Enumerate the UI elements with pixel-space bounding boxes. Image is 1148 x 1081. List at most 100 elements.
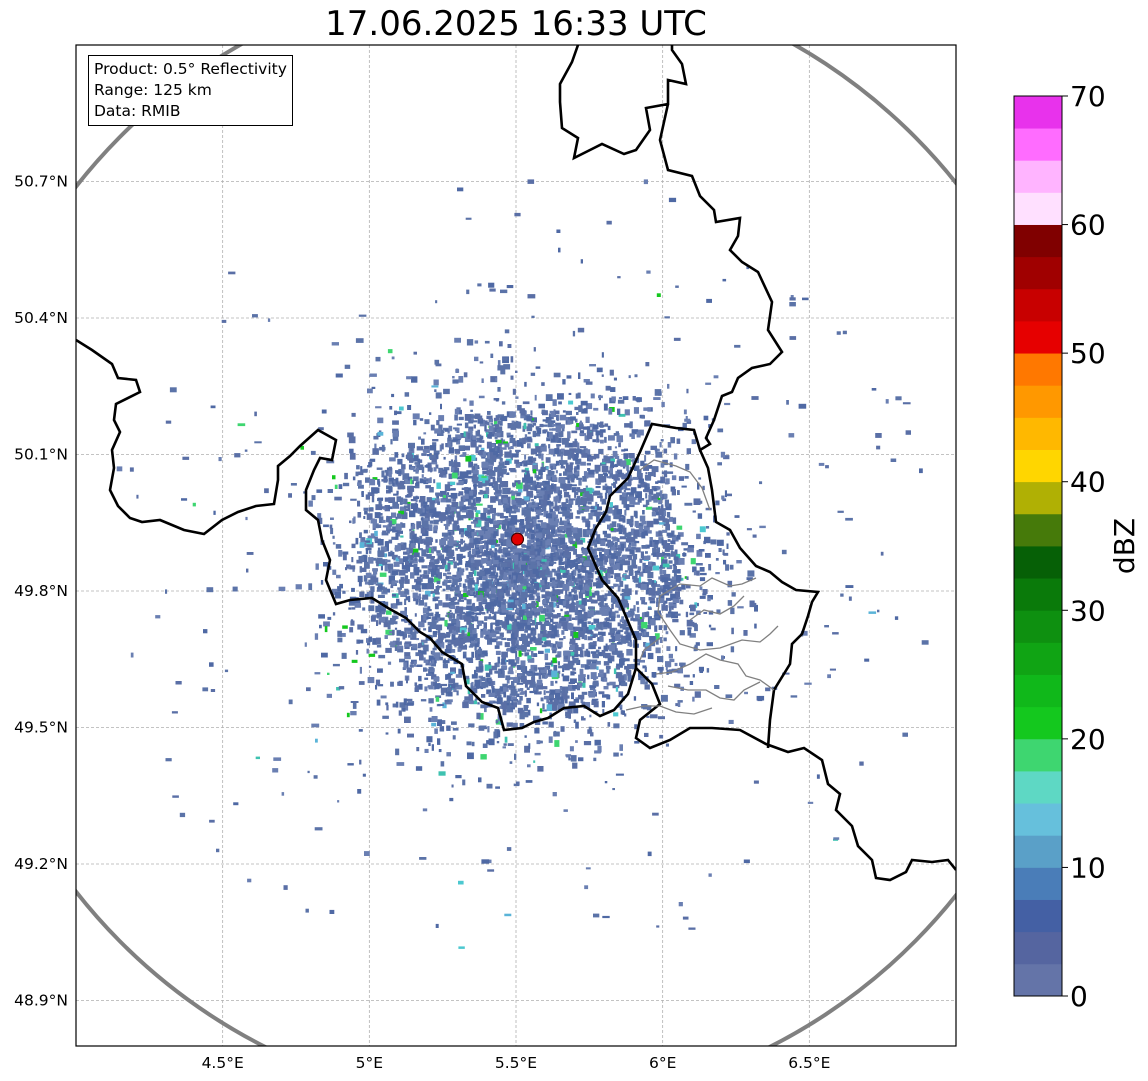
echo-cell [661,471,665,475]
echo-cell [410,661,414,665]
echo-cell [654,618,661,621]
echo-cell [524,381,527,387]
echo-cell [507,671,514,675]
echo-cell [503,441,508,444]
echo-cell [535,510,542,515]
echo-cell [642,504,648,508]
echo-cell [401,512,408,520]
echo-cell [562,379,566,385]
echo-cell [522,437,526,445]
echo-cell [575,498,582,506]
echo-cell [552,593,555,599]
echo-cell [572,473,579,479]
echo-cell [556,573,561,580]
echo-cell [509,450,512,455]
echo-cell [454,510,457,514]
echo-cell [387,564,391,568]
echo-cell [534,690,538,695]
echo-cell [555,425,562,433]
echo-cell [537,482,545,485]
echo-cell [435,586,440,590]
echo-cell [411,530,415,536]
echo-cell [594,750,601,754]
echo-cell [652,584,656,592]
echo-cell [380,611,386,615]
echo-cell [548,448,555,455]
echo-cell [432,439,439,442]
echo-cell [434,359,440,365]
echo-cell [637,625,640,630]
echo-cell [648,579,652,585]
echo-cell [671,551,677,557]
echo-cell [598,519,606,523]
echo-cell [617,527,622,532]
echo-cell [491,665,498,671]
echo-cell [655,451,663,458]
echo-cell [476,520,482,527]
echo-cell [571,571,574,576]
echo-cell [567,442,574,448]
echo-cell [531,516,538,520]
echo-cell [635,491,642,498]
echo-cell [601,548,606,552]
echo-cell [474,517,482,523]
echo-cell [562,410,566,413]
echo-cell [426,454,432,457]
echo-cell [501,401,506,405]
echo-cell [590,732,594,737]
echo-cell [574,406,580,411]
echo-cell [577,568,581,573]
echo-cell [348,607,352,610]
echo-cell [605,579,611,584]
echo-cell [453,467,460,472]
echo-cell [459,611,466,615]
echo-cell [561,437,569,445]
echo-cell [401,453,405,458]
echo-cell [634,492,638,495]
echo-cell [523,711,529,718]
echo-cell [524,600,528,603]
echo-cell [496,578,500,586]
echo-cell [400,576,405,584]
echo-cell [346,712,350,718]
echo-cell [378,621,381,625]
echo-cell [649,540,653,547]
echo-cell [381,479,388,482]
echo-cell [637,566,642,571]
echo-cell [511,490,514,494]
echo-cell [445,498,452,503]
echo-cell [492,428,496,435]
echo-cell [692,566,697,573]
echo-cell [581,636,586,640]
echo-cell [432,546,437,552]
echo-cell [506,432,511,436]
echo-cell [596,367,603,373]
echo-cell [489,448,495,455]
echo-cell [730,646,735,653]
echo-cell [478,481,483,488]
echo-cell [557,646,562,649]
echo-cell [576,685,580,691]
echo-cell [616,460,624,466]
echo-cell [512,722,518,728]
echo-cell [644,525,650,531]
echo-cell [585,648,589,652]
echo-cell [433,652,441,660]
echo-cell [550,501,554,505]
echo-cell [502,547,509,555]
echo-cell [497,656,501,664]
echo-cell [505,569,509,573]
echo-cell [560,506,567,511]
echo-cell [439,513,446,518]
echo-cell [509,666,514,672]
echo-cell [512,628,519,633]
echo-cell [506,505,514,509]
echo-cell [542,674,545,679]
echo-cell [628,453,635,458]
echo-cell [469,587,476,591]
echo-cell [631,433,635,439]
echo-cell [483,622,487,630]
echo-cell [625,492,628,498]
echo-cell [493,552,497,557]
echo-cell [406,376,412,380]
